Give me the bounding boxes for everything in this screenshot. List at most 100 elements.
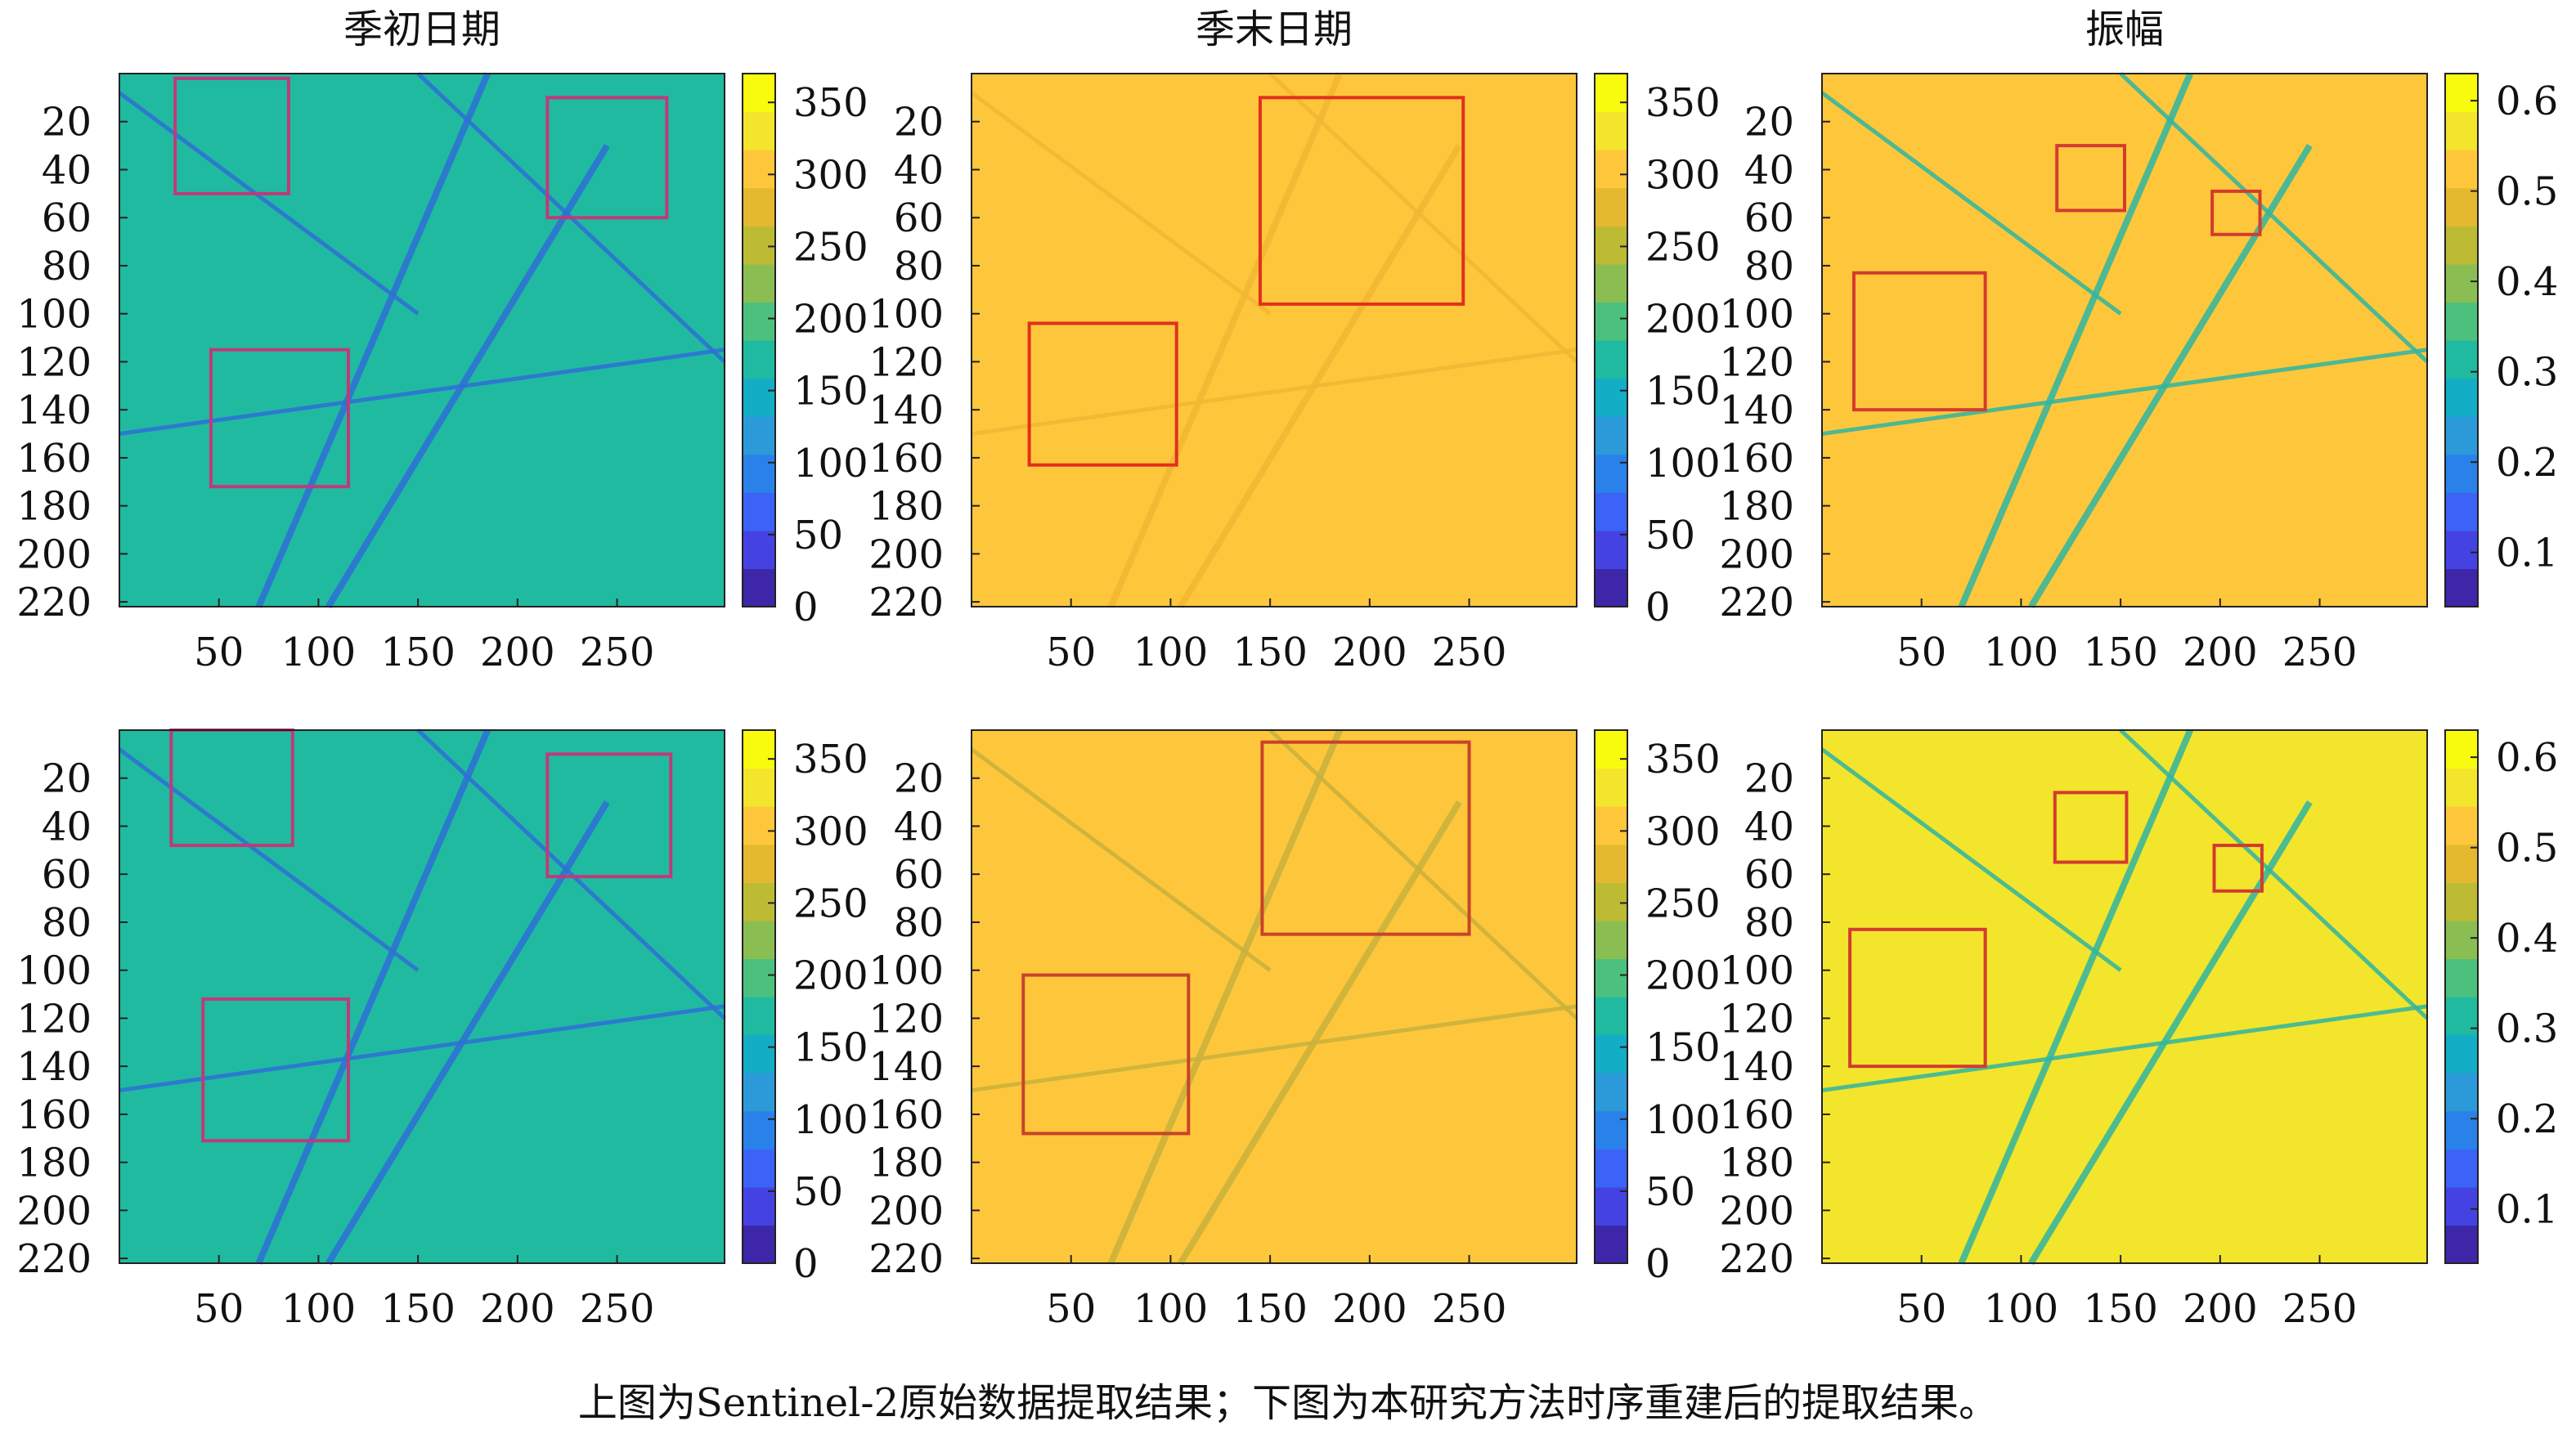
- y-tick-label: 200: [1719, 531, 1794, 577]
- y-tick-label: 140: [16, 388, 92, 433]
- colorbar-segment: [743, 1225, 775, 1264]
- panel-4: 50 100 150 200 25020406080100120140160180200…: [16, 728, 868, 1332]
- colorbar-segment: [743, 1110, 775, 1150]
- panel-6: 50 100 150 200 25020406080100120140160180200…: [1719, 728, 2558, 1332]
- colorbar-segment: [1595, 1034, 1627, 1074]
- highlight-box: [173, 76, 290, 195]
- y-tick-label: 60: [42, 195, 92, 241]
- colorbar-segment: [2445, 806, 2478, 845]
- colorbar-tick-label: 0.4: [2496, 259, 2558, 305]
- linear-feature: [1107, 72, 1344, 608]
- y-tick-label: 200: [16, 1188, 92, 1234]
- y-tick-label: 80: [1744, 900, 1794, 946]
- highlight-box: [209, 347, 350, 489]
- colorbar-tick-label: 300: [1645, 809, 1721, 854]
- linear-feature: [970, 91, 1272, 316]
- y-tick-label: 160: [16, 1092, 92, 1138]
- colorbar-frame: [2444, 729, 2479, 1264]
- colorbar-tick-label: 0: [793, 585, 819, 630]
- colorbar-tick-label: 200: [793, 953, 868, 999]
- y-tick-label: 40: [894, 147, 944, 193]
- y-tick-label: 40: [1744, 147, 1794, 193]
- x-tick-label: 150: [380, 1286, 456, 1332]
- colorbar-segment: [743, 454, 775, 493]
- y-tick-label: 20: [1744, 100, 1794, 146]
- colorbar-tick-label: 100: [1645, 1097, 1721, 1143]
- colorbar-tick-label: 150: [793, 369, 868, 415]
- panel-title: 季初日期: [343, 7, 500, 52]
- colorbar-segment: [2445, 378, 2478, 417]
- colorbar-segment: [743, 1186, 775, 1226]
- colorbar-segment: [1595, 378, 1627, 417]
- y-tick-label: 160: [868, 1092, 944, 1138]
- colorbar-tick-label: 300: [793, 809, 868, 854]
- y-tick-label: 220: [16, 1236, 92, 1282]
- colorbar-segment: [743, 568, 775, 607]
- colorbar-segment: [743, 302, 775, 341]
- colorbar-tick-label: 0: [1645, 1241, 1671, 1287]
- y-tick-label: 220: [1719, 580, 1794, 625]
- panel-title: 季末日期: [1196, 7, 1353, 52]
- y-tick-label: 220: [16, 580, 92, 625]
- colorbar-segment: [1595, 1186, 1627, 1226]
- colorbar-segment: [1595, 568, 1627, 607]
- x-tick-label: 200: [2183, 630, 2258, 675]
- y-tick-label: 100: [16, 948, 92, 994]
- x-tick-label: 250: [2282, 630, 2358, 675]
- x-tick-label: 250: [580, 630, 655, 675]
- colorbar-tick-label: 0.2: [2496, 440, 2558, 486]
- y-tick-label: 160: [1719, 1092, 1794, 1138]
- colorbar-segment: [743, 74, 775, 113]
- colorbar-segment: [743, 263, 775, 303]
- y-tick-label: 140: [16, 1044, 92, 1090]
- y-tick-label: 40: [894, 804, 944, 849]
- colorbar-segment: [1595, 1110, 1627, 1150]
- colorbar-segment: [1595, 187, 1627, 226]
- x-tick-label: 150: [2083, 630, 2158, 675]
- colorbar-tick-label: 350: [1645, 80, 1721, 126]
- colorbar-tick-label: 150: [1645, 1025, 1721, 1071]
- colorbar-segment: [743, 530, 775, 570]
- colorbar-segment: [1595, 1149, 1627, 1188]
- y-tick-label: 180: [16, 1141, 92, 1186]
- y-tick-label: 80: [894, 244, 944, 289]
- y-tick-label: 180: [16, 484, 92, 530]
- colorbar-segment: [2445, 263, 2478, 303]
- plot-frame: [119, 729, 725, 1264]
- linear-feature: [970, 747, 1272, 972]
- highlight-box: [1021, 973, 1191, 1136]
- plot-frame: [1821, 729, 2428, 1264]
- y-tick-label: 20: [42, 756, 92, 802]
- colorbar-tick-label: 0: [1645, 585, 1671, 630]
- y-tick-label: 20: [894, 100, 944, 146]
- colorbar-tick-label: 50: [793, 513, 843, 558]
- colorbar-frame: [1594, 729, 1628, 1264]
- colorbar-segment: [1595, 997, 1627, 1036]
- y-tick-label: 100: [868, 292, 944, 338]
- colorbar-segment: [1595, 844, 1627, 883]
- linear-feature: [1178, 800, 1462, 1266]
- linear-feature: [1268, 728, 1578, 1020]
- linear-feature: [1820, 747, 2122, 972]
- x-tick-label: 250: [2282, 1286, 2358, 1332]
- heatmap-field: [119, 730, 725, 1263]
- colorbar-tick-label: 350: [793, 80, 868, 126]
- linear-feature: [325, 144, 610, 609]
- colorbar-tick-label: 50: [1645, 1169, 1695, 1215]
- linear-feature: [1958, 728, 2194, 1265]
- x-tick-label: 100: [281, 630, 357, 675]
- y-tick-label: 100: [16, 292, 92, 338]
- y-tick-label: 140: [868, 1044, 944, 1090]
- y-tick-label: 120: [868, 339, 944, 385]
- x-tick-label: 250: [580, 1286, 655, 1332]
- colorbar-segment: [2445, 768, 2478, 807]
- x-tick-label: 200: [480, 1286, 555, 1332]
- x-tick-label: 200: [1332, 1286, 1407, 1332]
- plot-frame: [971, 729, 1577, 1264]
- colorbar-segment: [743, 997, 775, 1036]
- colorbar-segment: [2445, 844, 2478, 883]
- y-tick-label: 180: [868, 1141, 944, 1186]
- y-tick-label: 20: [1744, 756, 1794, 802]
- y-tick-label: 220: [868, 1236, 944, 1282]
